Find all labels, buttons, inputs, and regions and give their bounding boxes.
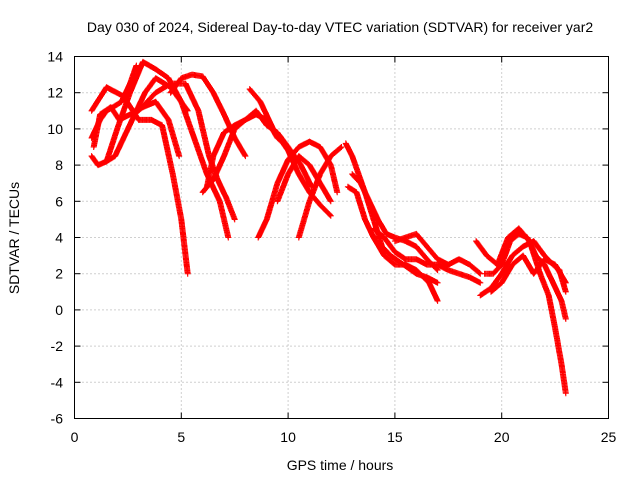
data-point-markers	[295, 144, 345, 241]
y-axis: -6 -4 -2 0 2 4 6 8 10 12 14	[47, 49, 609, 427]
y-tick-label: -2	[51, 338, 64, 354]
series-arc-15	[349, 171, 441, 274]
series-arc-16	[344, 183, 441, 304]
y-tick-label: 4	[55, 230, 63, 246]
data-point-markers	[344, 183, 441, 304]
x-tick-label: 20	[494, 429, 510, 445]
x-tick-label: 0	[71, 429, 79, 445]
grid-lines	[74, 56, 609, 419]
y-tick-label: 0	[55, 302, 63, 318]
series-arc-21	[473, 225, 569, 397]
series-arc-22	[488, 252, 569, 295]
x-tick-label: 10	[280, 429, 296, 445]
series-arc-6	[135, 80, 238, 223]
plot-frame	[74, 56, 609, 419]
data-point-markers	[473, 225, 569, 397]
data-point-markers	[391, 230, 484, 277]
series-arc-5	[103, 58, 232, 241]
x-tick-label: 15	[387, 429, 403, 445]
y-tick-label: -6	[51, 411, 64, 427]
series-arc-13	[295, 144, 345, 241]
data-point-markers	[349, 171, 441, 274]
data-point-markers	[103, 58, 232, 241]
x-tick-label: 5	[177, 429, 185, 445]
x-axis: 0 5 10 15 20 25	[71, 56, 617, 445]
series-arc-18	[391, 230, 484, 277]
y-tick-label: 8	[55, 157, 63, 173]
data-point-markers	[488, 252, 569, 295]
y-axis-label: SDTVAR / TECUs	[6, 182, 22, 294]
data-point-markers	[370, 225, 484, 286]
data-point-markers	[135, 80, 238, 223]
y-tick-label: 6	[55, 193, 63, 209]
y-tick-label: 14	[47, 49, 63, 65]
data-points	[88, 58, 569, 397]
series-arc-17	[370, 225, 484, 286]
y-tick-label: 10	[47, 121, 63, 137]
y-tick-label: 12	[47, 85, 63, 101]
series-arc-10	[255, 138, 341, 241]
x-axis-label: GPS time / hours	[287, 457, 394, 473]
data-point-markers	[255, 138, 341, 241]
y-tick-label: -4	[51, 374, 64, 390]
y-tick-label: 2	[55, 266, 63, 282]
chart-title: Day 030 of 2024, Sidereal Day-to-day VTE…	[87, 19, 593, 35]
x-tick-label: 25	[601, 429, 617, 445]
